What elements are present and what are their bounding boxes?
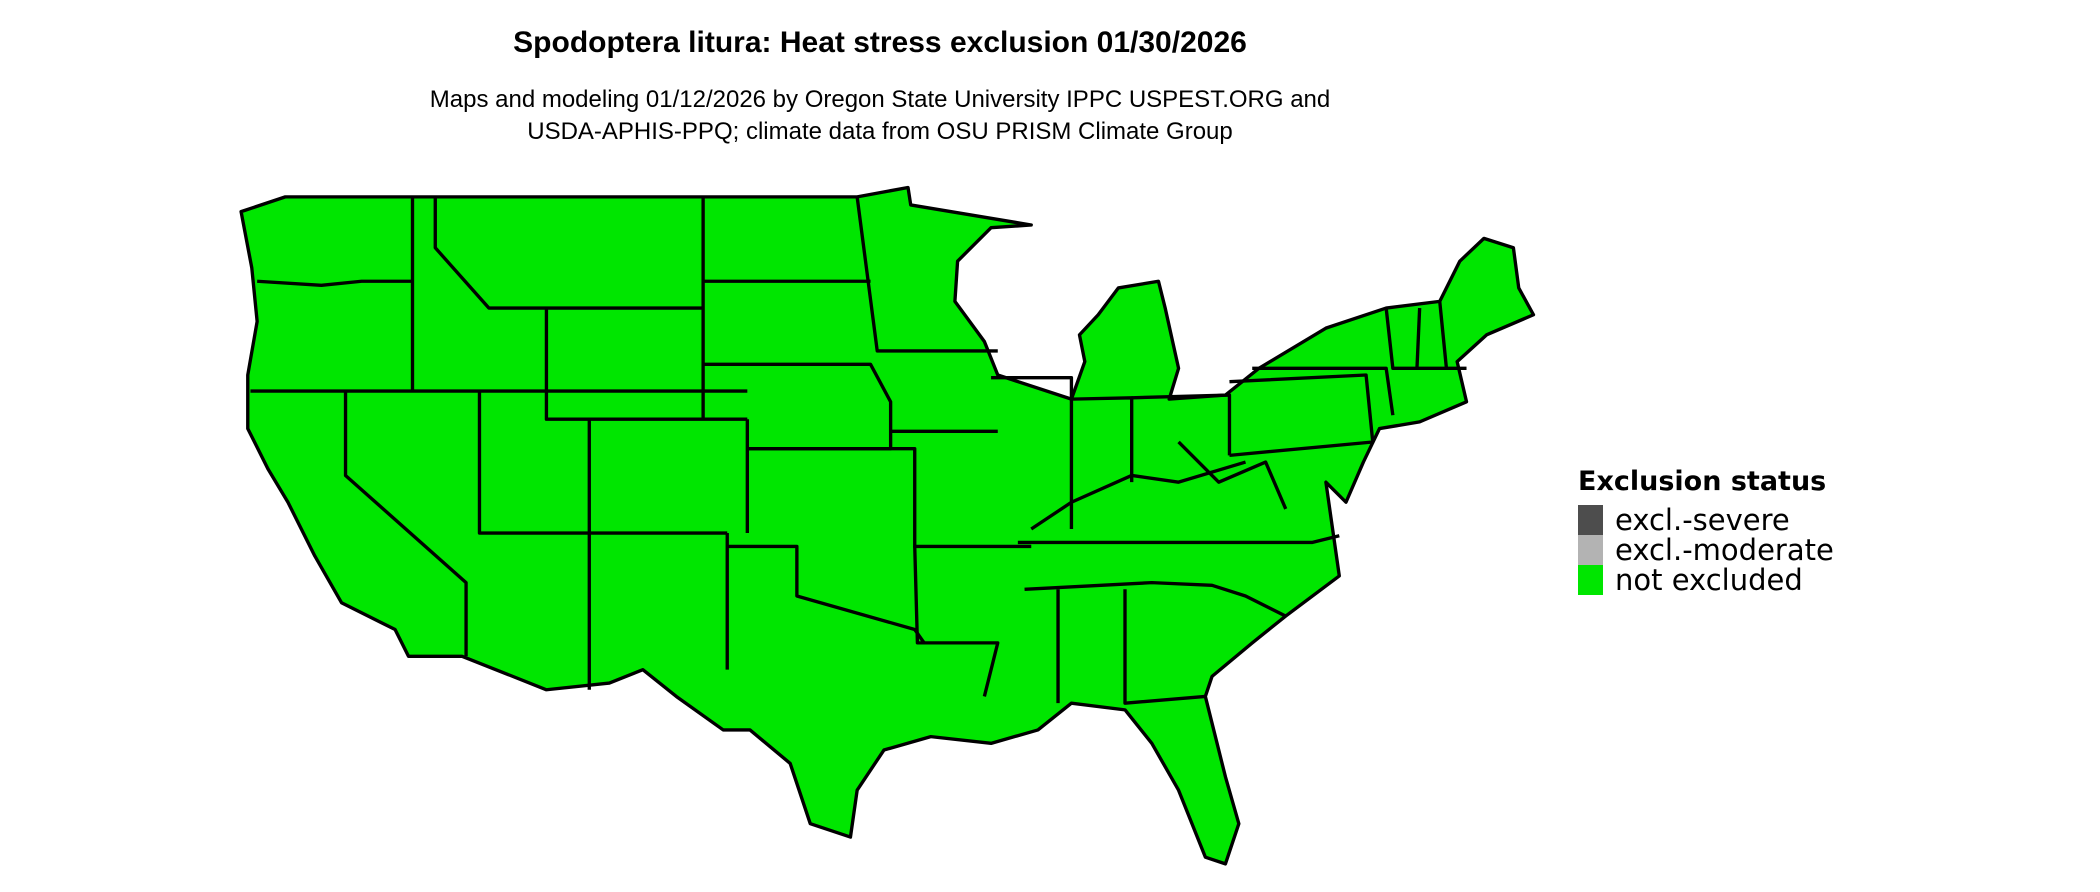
legend-item-not-excluded: not excluded (1578, 563, 1834, 597)
legend-swatch-moderate (1578, 535, 1603, 565)
legend-item-severe: excl.-severe (1578, 503, 1834, 537)
map-subtitle: Maps and modeling 01/12/2026 by Oregon S… (0, 84, 1760, 148)
subtitle-line-2: USDA-APHIS-PPQ; climate data from OSU PR… (527, 118, 1233, 145)
legend-swatch-severe (1578, 505, 1603, 535)
us-outline (239, 185, 1536, 866)
legend: Exclusion status excl.-severe excl.-mode… (1578, 466, 1834, 597)
legend-label: excl.-moderate (1615, 533, 1834, 567)
legend-label: not excluded (1615, 563, 1803, 597)
subtitle-line-1: Maps and modeling 01/12/2026 by Oregon S… (429, 86, 1331, 113)
legend-swatch-not-excluded (1578, 565, 1603, 595)
legend-item-moderate: excl.-moderate (1578, 533, 1834, 567)
legend-label: excl.-severe (1615, 503, 1790, 537)
legend-title: Exclusion status (1578, 466, 1827, 497)
state-borders (250, 196, 1467, 705)
map-title: Spodoptera litura: Heat stress exclusion… (513, 26, 1247, 59)
